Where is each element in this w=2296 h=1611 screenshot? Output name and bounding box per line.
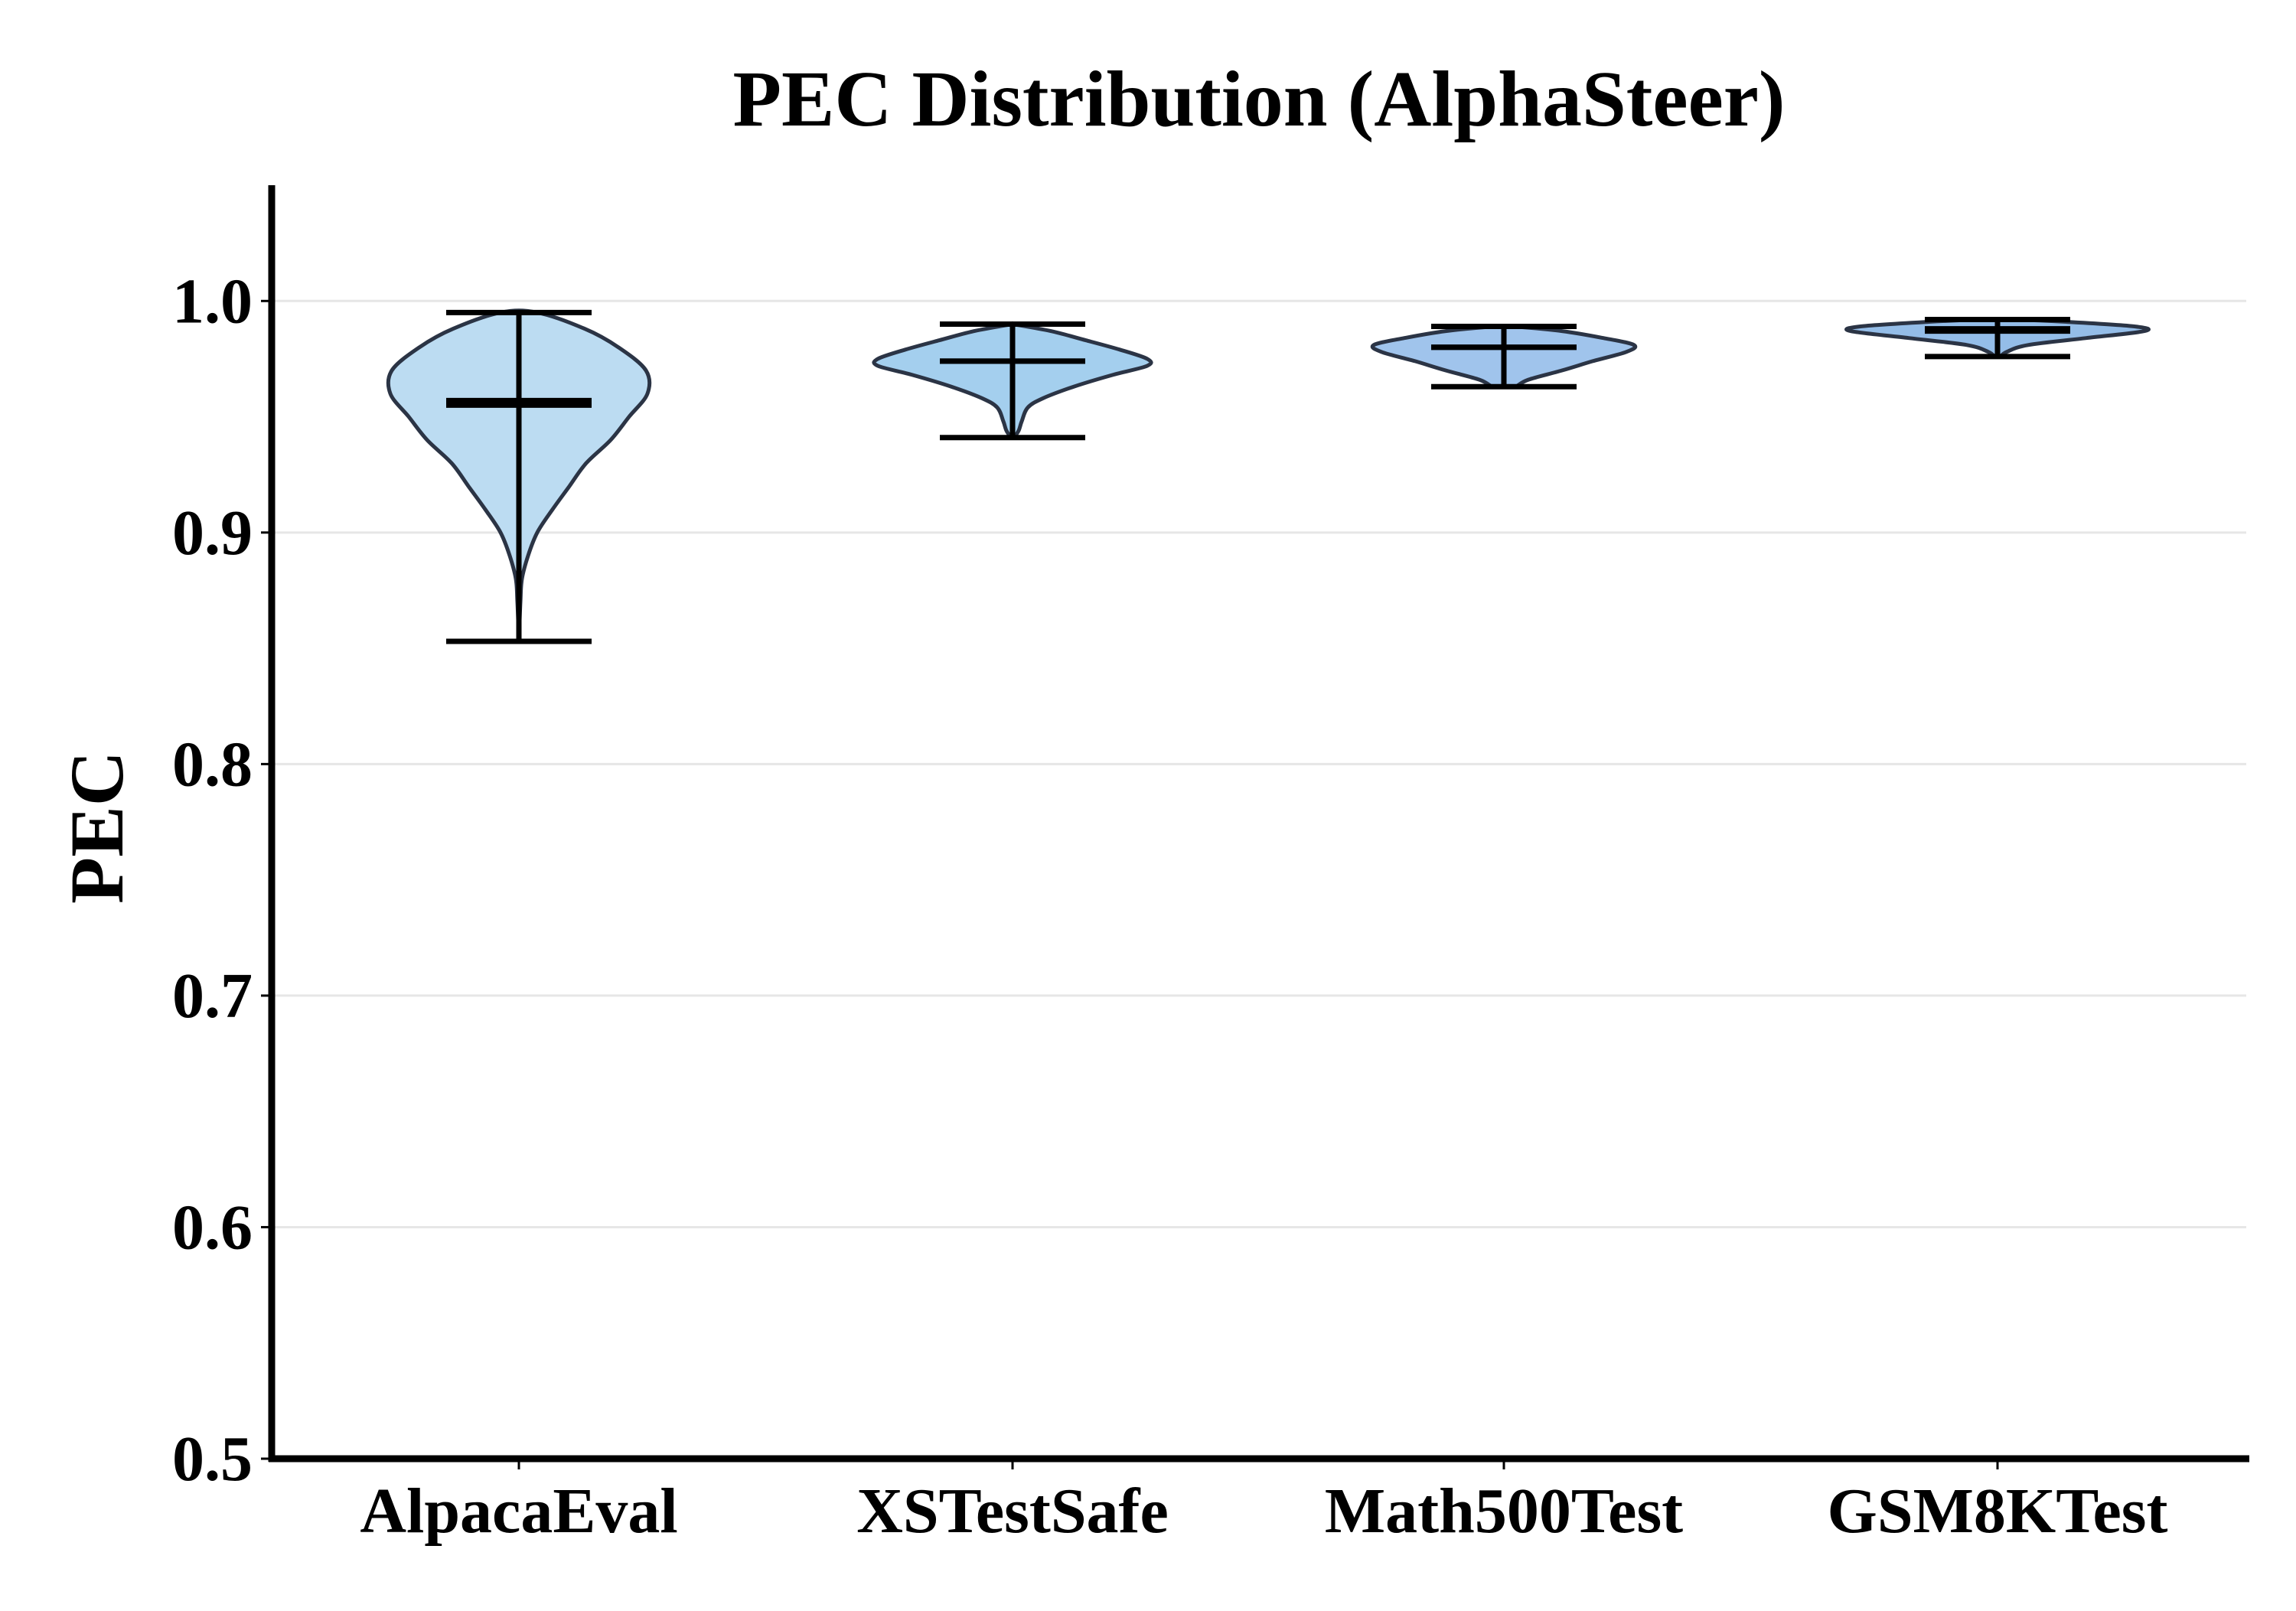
y-tick-label: 1.0 — [172, 266, 253, 337]
y-tick-label: 0.7 — [172, 960, 253, 1032]
x-tick-label: XSTestSafe — [856, 1476, 1169, 1547]
y-tick-label: 0.9 — [172, 497, 253, 569]
tick-layer: 0.5 0.6 0.7 0.8 0.9 1.0 AlpacaEval XSTestSafe Ma… — [172, 266, 2167, 1547]
x-tick-label: Math500Test — [1325, 1476, 1683, 1547]
chart-title: PEC Distribution (AlphaSteer) — [732, 55, 1785, 143]
y-tick-label: 0.5 — [172, 1423, 253, 1495]
x-tick-label: GSM8KTest — [1828, 1476, 2168, 1547]
violin-layer — [386, 308, 2151, 644]
x-tick-label: AlpacaEval — [360, 1476, 677, 1547]
y-tick-label: 0.6 — [172, 1192, 253, 1263]
y-tick-label: 0.8 — [172, 729, 253, 800]
grid-layer — [272, 299, 2246, 1228]
axis-layer — [268, 185, 2249, 1463]
y-axis-label: PEC — [54, 751, 139, 904]
